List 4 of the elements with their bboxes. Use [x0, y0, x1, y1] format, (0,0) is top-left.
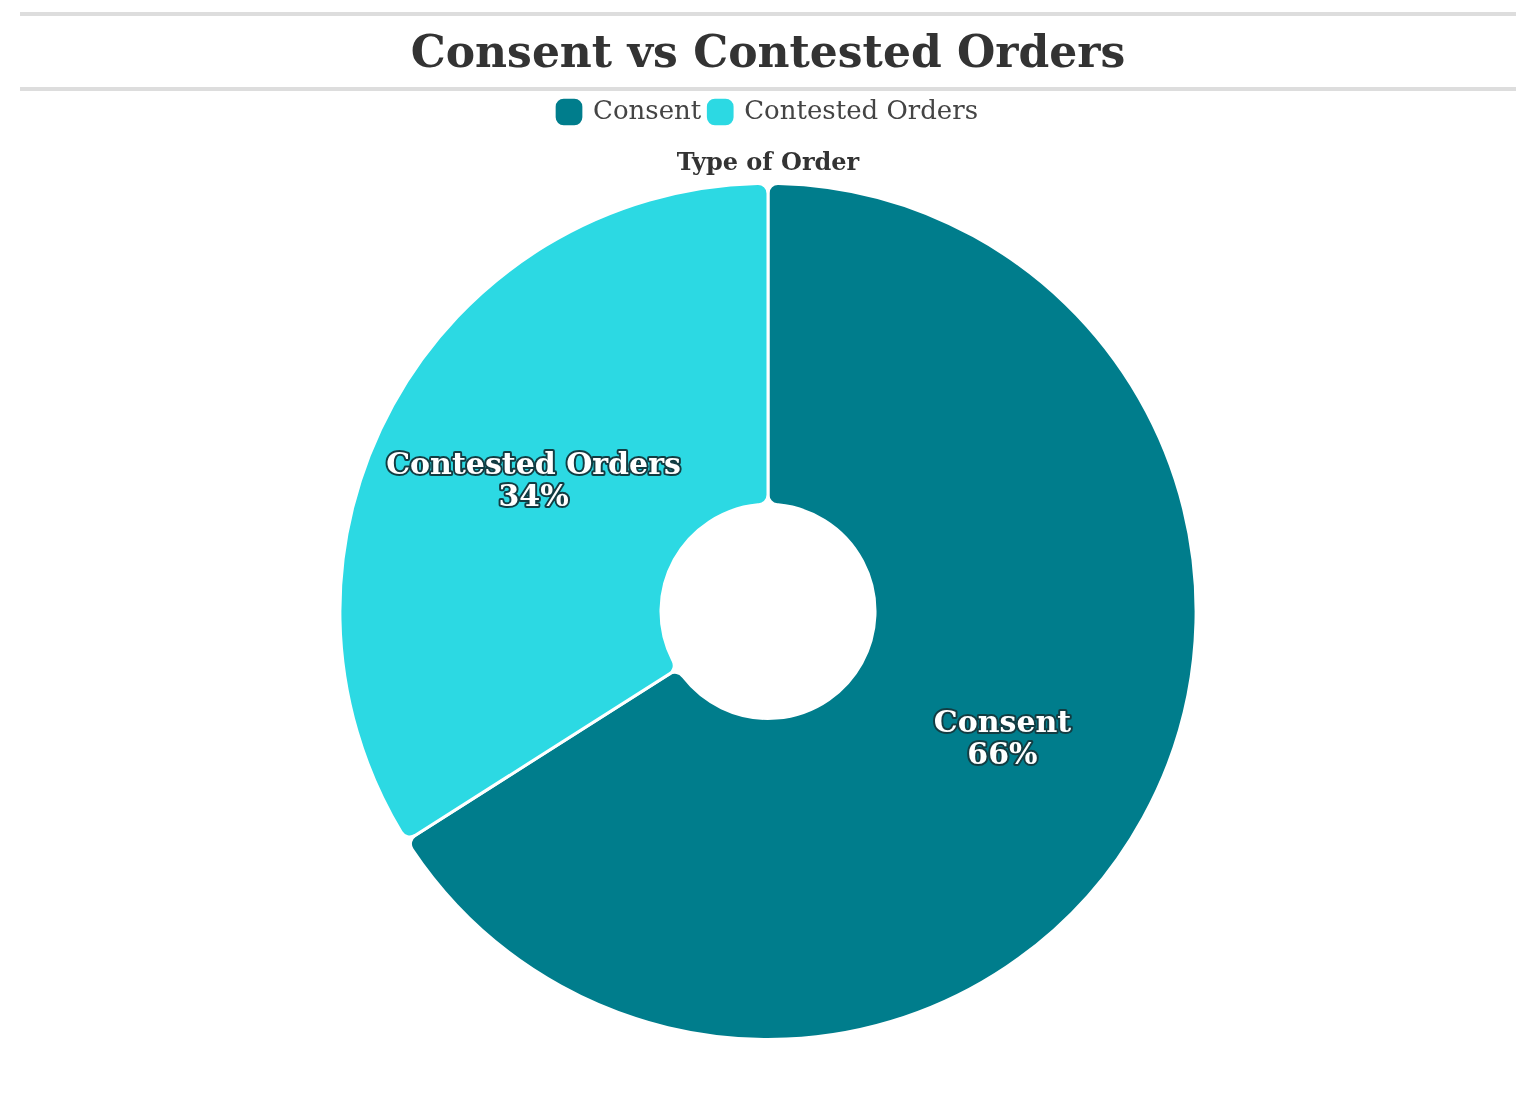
legend-label: Contested Orders: [744, 94, 978, 125]
chart-title: Consent vs Contested Orders: [20, 12, 1516, 91]
legend-label: Consent: [593, 94, 702, 125]
text: Type of Order: [676, 146, 860, 176]
